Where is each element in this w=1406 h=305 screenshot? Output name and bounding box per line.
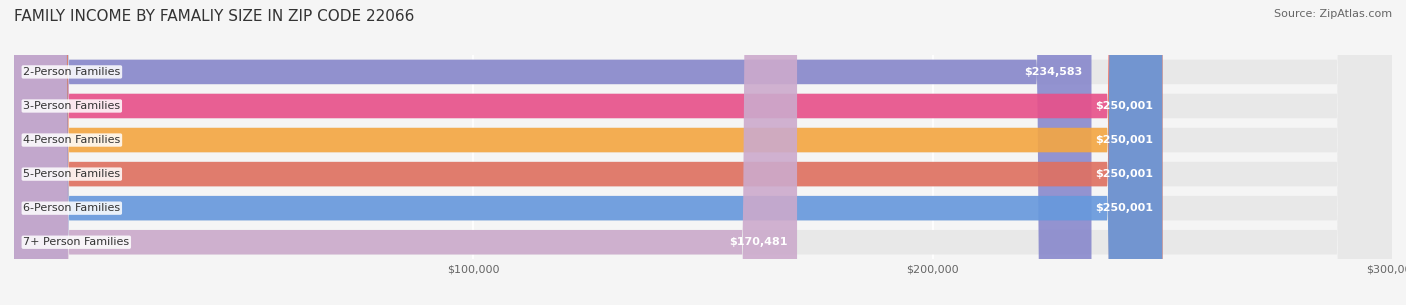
FancyBboxPatch shape [14,0,1091,305]
Text: FAMILY INCOME BY FAMALIY SIZE IN ZIP CODE 22066: FAMILY INCOME BY FAMALIY SIZE IN ZIP COD… [14,9,415,24]
Text: 5-Person Families: 5-Person Families [24,169,121,179]
FancyBboxPatch shape [14,0,1392,305]
Text: 7+ Person Families: 7+ Person Families [24,237,129,247]
Text: 2-Person Families: 2-Person Families [24,67,121,77]
FancyBboxPatch shape [14,0,1392,305]
FancyBboxPatch shape [14,0,1163,305]
Text: $170,481: $170,481 [730,237,787,247]
Text: $250,001: $250,001 [1095,169,1153,179]
Text: $250,001: $250,001 [1095,101,1153,111]
Text: $250,001: $250,001 [1095,135,1153,145]
FancyBboxPatch shape [14,0,1392,305]
Text: 3-Person Families: 3-Person Families [24,101,121,111]
FancyBboxPatch shape [14,0,1163,305]
Text: Source: ZipAtlas.com: Source: ZipAtlas.com [1274,9,1392,19]
Text: $250,001: $250,001 [1095,203,1153,213]
Text: $234,583: $234,583 [1024,67,1083,77]
FancyBboxPatch shape [14,0,1392,305]
FancyBboxPatch shape [14,0,797,305]
FancyBboxPatch shape [14,0,1392,305]
FancyBboxPatch shape [14,0,1392,305]
FancyBboxPatch shape [14,0,1163,305]
Text: 6-Person Families: 6-Person Families [24,203,121,213]
FancyBboxPatch shape [14,0,1163,305]
Text: 4-Person Families: 4-Person Families [24,135,121,145]
